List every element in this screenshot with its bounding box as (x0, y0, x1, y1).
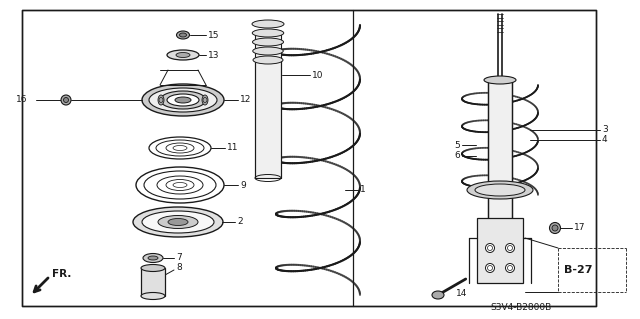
Ellipse shape (177, 31, 189, 39)
Ellipse shape (475, 184, 525, 196)
Text: 15: 15 (208, 31, 220, 40)
Ellipse shape (61, 95, 71, 105)
Text: FR.: FR. (52, 269, 72, 279)
Text: 16: 16 (15, 95, 27, 105)
Ellipse shape (253, 47, 284, 55)
Ellipse shape (253, 56, 283, 64)
Ellipse shape (467, 181, 533, 199)
Ellipse shape (550, 222, 561, 234)
Text: 13: 13 (208, 50, 220, 60)
Ellipse shape (175, 97, 191, 103)
Text: 10: 10 (312, 70, 323, 79)
Text: S3V4-B2800B: S3V4-B2800B (490, 303, 551, 313)
Ellipse shape (176, 53, 190, 57)
Ellipse shape (143, 254, 163, 263)
Ellipse shape (506, 263, 515, 272)
Ellipse shape (486, 243, 495, 253)
Text: 1: 1 (360, 186, 365, 195)
Bar (22, 10, 596, 306)
Ellipse shape (506, 243, 515, 253)
Ellipse shape (432, 291, 444, 299)
Ellipse shape (484, 76, 516, 84)
Ellipse shape (253, 38, 284, 46)
Ellipse shape (552, 225, 558, 231)
Text: 6: 6 (454, 152, 460, 160)
Text: 14: 14 (456, 288, 467, 298)
Text: 17: 17 (574, 224, 586, 233)
Ellipse shape (486, 263, 495, 272)
Text: 2: 2 (237, 218, 243, 226)
Ellipse shape (160, 91, 206, 109)
Ellipse shape (141, 264, 165, 271)
Ellipse shape (167, 50, 199, 60)
Ellipse shape (168, 219, 188, 226)
Ellipse shape (158, 216, 198, 228)
Ellipse shape (252, 20, 284, 28)
Ellipse shape (133, 207, 223, 237)
Text: 5: 5 (454, 140, 460, 150)
Text: 8: 8 (176, 263, 182, 272)
Bar (488, 80, 512, 220)
Text: 3: 3 (602, 125, 608, 135)
Text: B-27: B-27 (564, 265, 593, 275)
Text: 7: 7 (176, 254, 182, 263)
Bar (141, 268, 165, 296)
Ellipse shape (142, 211, 214, 233)
Ellipse shape (158, 95, 164, 105)
Text: 11: 11 (227, 144, 239, 152)
Ellipse shape (202, 95, 208, 105)
Ellipse shape (252, 29, 284, 37)
Ellipse shape (141, 293, 165, 300)
Ellipse shape (63, 98, 68, 102)
Ellipse shape (179, 33, 186, 37)
Bar (477, 218, 523, 283)
Text: 9: 9 (240, 181, 246, 189)
Bar (255, 32, 281, 178)
Ellipse shape (148, 256, 158, 260)
Ellipse shape (149, 88, 217, 112)
Ellipse shape (142, 84, 224, 116)
Text: 12: 12 (240, 95, 252, 105)
Ellipse shape (167, 94, 199, 106)
Text: 4: 4 (602, 136, 607, 145)
